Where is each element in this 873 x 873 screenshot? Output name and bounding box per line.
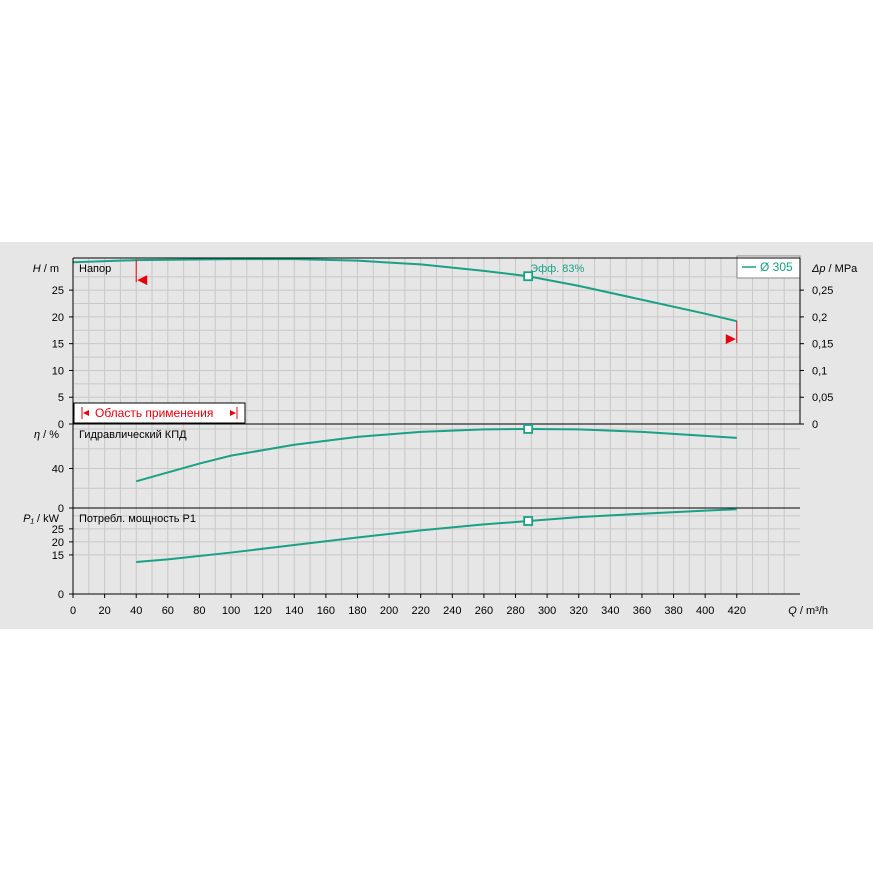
y-axis-unit: / %	[40, 429, 59, 441]
x-tick-label: 40	[130, 605, 142, 617]
legend-entry: Ø 305	[760, 260, 793, 274]
y-tick-label: 0	[58, 503, 64, 515]
x-tick-label: 240	[443, 605, 461, 617]
x-tick-label: 60	[162, 605, 174, 617]
application-range-label: Область применения	[95, 406, 213, 420]
x-tick-label: 360	[633, 605, 651, 617]
x-axis-label: Q / m³/h	[788, 605, 828, 617]
y-axis-unit: / m	[41, 263, 59, 275]
application-range-box	[73, 402, 246, 424]
x-tick-label: 420	[728, 605, 746, 617]
x-tick-label: 200	[380, 605, 398, 617]
range-left-arrow-icon	[83, 410, 89, 416]
x-tick-label: 180	[348, 605, 366, 617]
y-tick-label: 40	[52, 463, 64, 475]
y-tick-label: 10	[52, 365, 64, 377]
x-tick-label: 300	[538, 605, 556, 617]
x-tick-label: 340	[601, 605, 619, 617]
x-tick-label: 80	[193, 605, 205, 617]
x-tick-label: 100	[222, 605, 240, 617]
curve-line	[135, 427, 737, 483]
y-tick-label: 15	[52, 339, 64, 351]
x-tick-label: 20	[98, 605, 110, 617]
y-tick-label: 5	[58, 392, 64, 404]
y-axis-unit: / kW	[34, 513, 60, 525]
efficiency-label: Эфф. 83%	[530, 263, 584, 275]
x-axis-unit: / m³/h	[797, 605, 828, 617]
range-max-arrow	[725, 334, 736, 345]
x-tick-label: 380	[664, 605, 682, 617]
y-tick-label: 20	[52, 537, 64, 549]
y-axis-var: η	[34, 429, 40, 441]
x-tick-label: 160	[317, 605, 335, 617]
y-axis-var: H	[33, 263, 41, 275]
x-tick-label: 400	[696, 605, 714, 617]
x-tick-label: 220	[412, 605, 430, 617]
panel-title: Гидравлический КПД	[79, 429, 187, 441]
range-right-arrow-icon	[230, 410, 236, 416]
y-tick-label: 20	[52, 312, 64, 324]
y-tick-label: 15	[52, 550, 64, 562]
best-efficiency-marker	[523, 516, 534, 526]
range-min-arrow	[137, 275, 148, 286]
panel-title: Напор	[79, 263, 111, 275]
curve-line	[72, 258, 738, 323]
x-tick-label: 140	[285, 605, 303, 617]
y-tick-label: 25	[52, 524, 64, 536]
right-tick-label: 0,15	[812, 339, 833, 351]
right-tick-label: 0,05	[812, 392, 833, 404]
x-tick-label: 0	[70, 605, 76, 617]
right-tick-label: 0	[812, 419, 818, 431]
right-axis-unit: / MPa	[826, 263, 859, 275]
x-tick-label: 280	[506, 605, 524, 617]
right-tick-label: 0,25	[812, 285, 833, 297]
right-tick-label: 0,2	[812, 312, 827, 324]
y-axis-var: P₁	[23, 513, 34, 525]
right-tick-label: 0,1	[812, 365, 827, 377]
best-efficiency-marker	[523, 424, 534, 434]
x-tick-label: 320	[570, 605, 588, 617]
x-tick-label: 120	[253, 605, 271, 617]
y-axis-label: P₁ / kW	[23, 513, 59, 525]
right-axis-var: Δp	[811, 263, 826, 275]
y-axis-label: H / m	[33, 263, 59, 275]
chart-panel: 0 5 10 15 20 25 Напор H / m 0 0,05 0,1 0,15 0,2 0,25 Δ…	[0, 242, 873, 629]
x-axis-var: Q	[788, 605, 797, 617]
y-tick-label: 0	[58, 419, 64, 431]
curve-line	[136, 508, 737, 563]
y-tick-label: 0	[58, 589, 64, 601]
best-efficiency-marker	[523, 271, 534, 282]
y-tick-label: 25	[52, 285, 64, 297]
x-tick-label: 260	[475, 605, 493, 617]
right-axis-label: Δp / MPa	[811, 263, 858, 275]
panel-title: Потребл. мощность P1	[79, 513, 196, 525]
y-axis-label: η / %	[34, 429, 59, 441]
